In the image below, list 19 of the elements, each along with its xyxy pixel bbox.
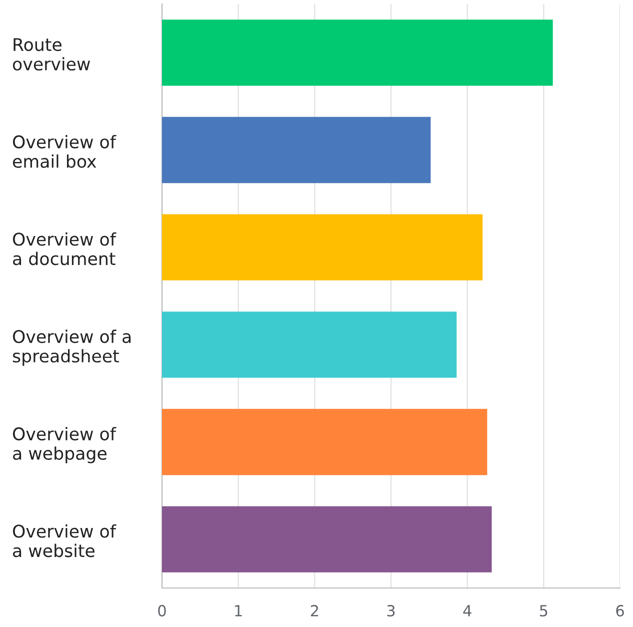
- y-tick-label: Overview of a webpage: [12, 427, 116, 464]
- x-tick-label: 0: [158, 604, 166, 616]
- bar: [162, 116, 431, 184]
- y-tick-label: Route overview: [12, 38, 90, 71]
- y-tick-label: Overview of a website: [12, 524, 116, 558]
- bar: [162, 312, 457, 378]
- x-tick-label: 3: [387, 604, 395, 616]
- x-tick-label: 4: [463, 605, 472, 616]
- y-tick-label: Overview of a document: [12, 232, 116, 266]
- bar: [162, 20, 553, 86]
- y-tick-label: Overview of a spreadsheet: [12, 330, 131, 366]
- bar: [162, 214, 483, 280]
- bar: [162, 408, 488, 476]
- x-tick-label: 2: [310, 604, 318, 616]
- x-tick-label: 6: [616, 604, 624, 616]
- x-tick-label: 1: [235, 605, 242, 616]
- bar: [162, 506, 492, 572]
- y-tick-label: Overview of email box: [12, 135, 116, 168]
- x-tick-label: 5: [540, 605, 548, 616]
